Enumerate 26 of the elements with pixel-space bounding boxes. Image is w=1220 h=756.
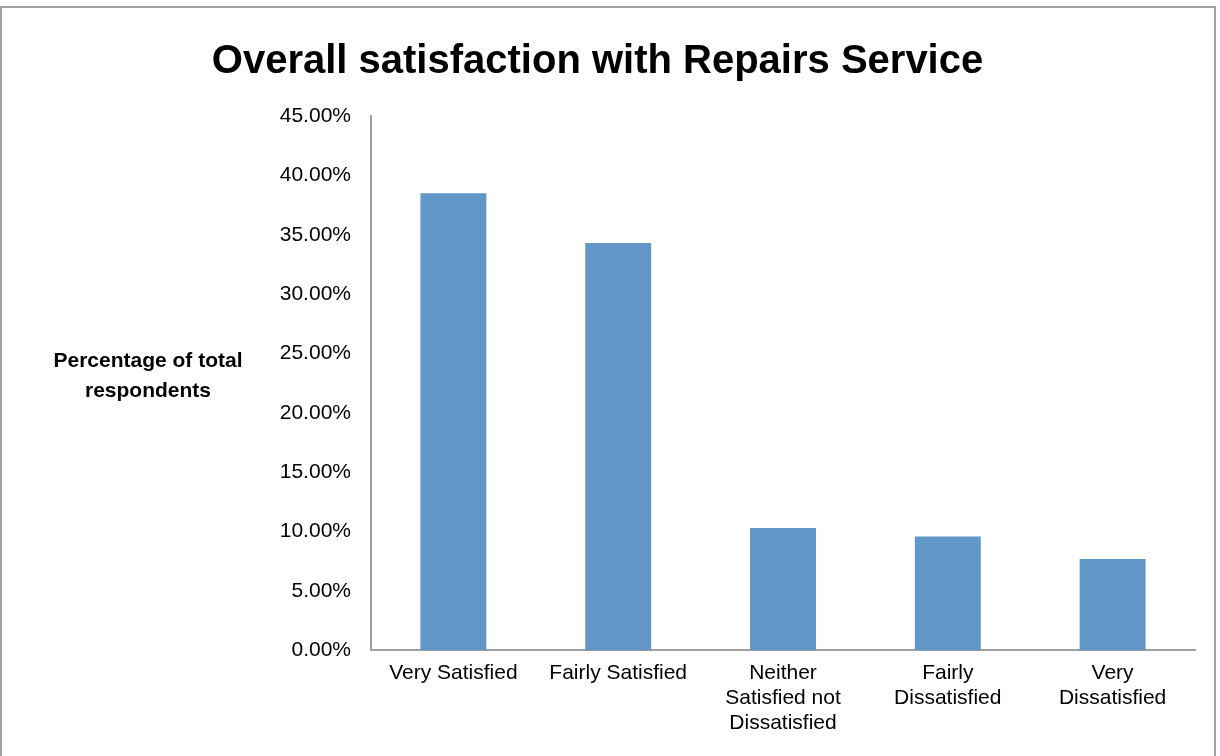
chart-title: Overall satisfaction with Repairs Service	[211, 37, 984, 82]
y-tick-label: 25.00%	[279, 340, 351, 364]
y-tick-label: 10.00%	[279, 518, 351, 542]
y-tick-label: 20.00%	[279, 399, 351, 423]
category-label: Very Satisfied	[389, 659, 518, 683]
category-label: Dissatisfied	[1058, 685, 1167, 708]
bar	[585, 243, 652, 651]
y-tick-label: 40.00%	[279, 162, 351, 186]
category-label: Fairly	[922, 659, 974, 683]
bar	[420, 193, 487, 651]
category-label: Dissatisfied	[729, 710, 837, 734]
category-label: Satisfied not	[725, 685, 841, 708]
y-tick-label: 15.00%	[279, 459, 351, 483]
category-label: Neither	[749, 659, 817, 683]
category-label: Very	[1091, 659, 1134, 683]
y-tick-label: 45.00%	[279, 102, 351, 126]
y-tick-label: 30.00%	[279, 280, 351, 304]
y-tick-label: 0.00%	[291, 637, 351, 661]
bar	[750, 528, 816, 651]
bar	[1079, 558, 1146, 651]
category-label: Dissatisfied	[894, 685, 1002, 708]
y-tick-label: 5.00%	[291, 577, 351, 601]
y-axis-title: Percentage of total respondents	[52, 347, 244, 403]
category-label: Fairly Satisfied	[549, 659, 688, 683]
bar	[914, 536, 981, 651]
y-tick-label: 35.00%	[279, 221, 351, 245]
